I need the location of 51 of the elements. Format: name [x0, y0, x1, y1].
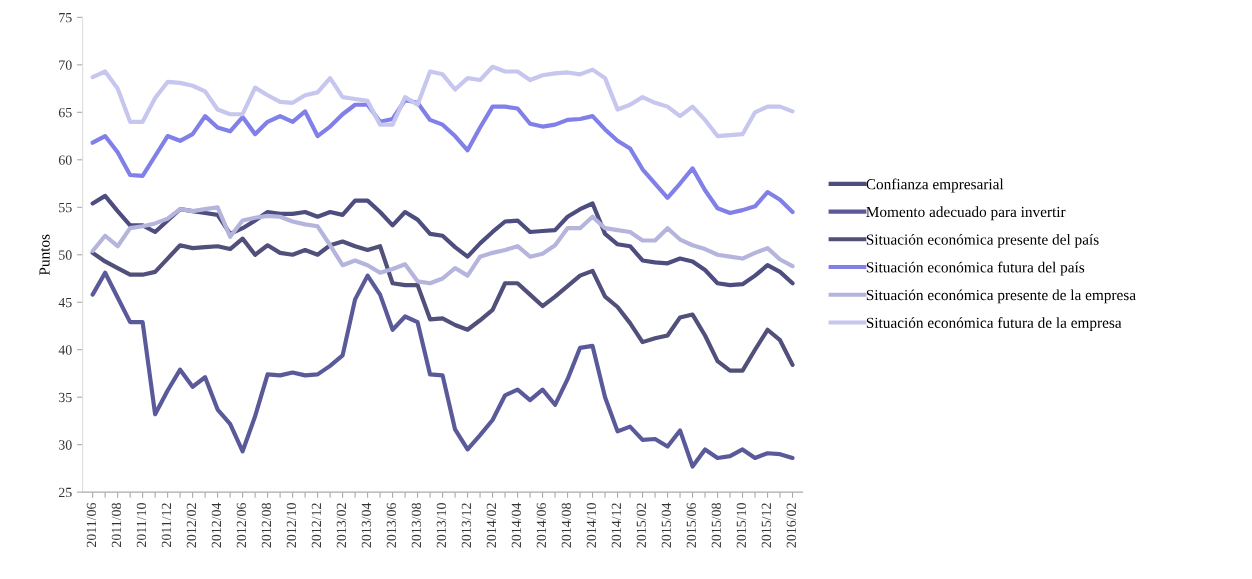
- x-tick-label: 2011/12: [161, 503, 172, 547]
- legend-label: Confianza empresarial: [866, 178, 1004, 193]
- x-tick-label: 2015/12: [761, 503, 772, 548]
- x-tick-label: 2011/06: [86, 502, 97, 547]
- legend-label: Situación económica presente de la empresa: [866, 289, 1136, 304]
- x-tick-label: 2011/10: [136, 503, 147, 547]
- line-series: [90, 97, 795, 216]
- line-series: [90, 236, 795, 373]
- x-tick-label: 2014/12: [611, 503, 622, 548]
- y-tick-label: 55: [59, 203, 72, 213]
- y-tick-label: 25: [58, 487, 72, 498]
- x-tick-label: 2014/08: [561, 503, 572, 548]
- y-tick-label: 35: [58, 392, 72, 403]
- x-tick-label: 2013/02: [336, 503, 347, 548]
- x-tick-label: 2012/12: [311, 503, 322, 548]
- y-tick-label: 40: [58, 345, 72, 355]
- line-series: [90, 270, 795, 469]
- x-tick-label: 2014/02: [486, 503, 497, 548]
- x-tick-label: 2012/04: [211, 502, 222, 548]
- x-tick-label: 2014/06: [536, 502, 547, 548]
- x-tick-label: 2014/10: [586, 503, 597, 548]
- legend-label: Momento adecuado para invertir: [866, 206, 1066, 221]
- x-tick-label: 2013/06: [386, 502, 397, 548]
- y-tick-label: 70: [59, 60, 72, 70]
- legend-label: Situación económica futura del país: [866, 261, 1085, 276]
- y-tick-label: 75: [59, 13, 72, 23]
- x-tick-label: 2013/10: [436, 503, 447, 548]
- x-tick-label: 2015/08: [711, 503, 722, 548]
- x-tick-label: 2015/04: [661, 502, 672, 548]
- y-axis-title: Puntos: [39, 234, 50, 276]
- x-tick-label: 2013/04: [361, 502, 372, 548]
- x-tick-label: 2014/04: [511, 502, 522, 548]
- x-tick-label: 2012/02: [186, 503, 197, 548]
- x-tick-label: 2013/12: [461, 503, 472, 548]
- x-tick-label: 2012/06: [236, 502, 247, 548]
- y-tick-label: 65: [58, 107, 72, 118]
- legend-label: Situación económica futura de la empresa: [866, 317, 1122, 332]
- x-tick-label: 2012/10: [286, 503, 297, 548]
- x-tick-label: 2012/08: [261, 503, 272, 548]
- y-tick-label: 45: [58, 297, 72, 308]
- x-tick-label: 2015/10: [736, 503, 747, 548]
- x-tick-label: 2015/02: [636, 503, 647, 548]
- y-tick-label: 60: [58, 155, 72, 165]
- x-tick-label: 2011/08: [111, 503, 122, 547]
- legend-label: Situación económica presente del país: [866, 233, 1099, 248]
- y-tick-label: 30: [58, 440, 72, 450]
- y-tick-label: 50: [59, 250, 72, 260]
- line-series: [90, 64, 795, 139]
- x-tick-label: 2016/02: [786, 503, 797, 548]
- x-tick-label: 2013/08: [411, 503, 422, 548]
- x-tick-label: 2015/06: [686, 502, 697, 548]
